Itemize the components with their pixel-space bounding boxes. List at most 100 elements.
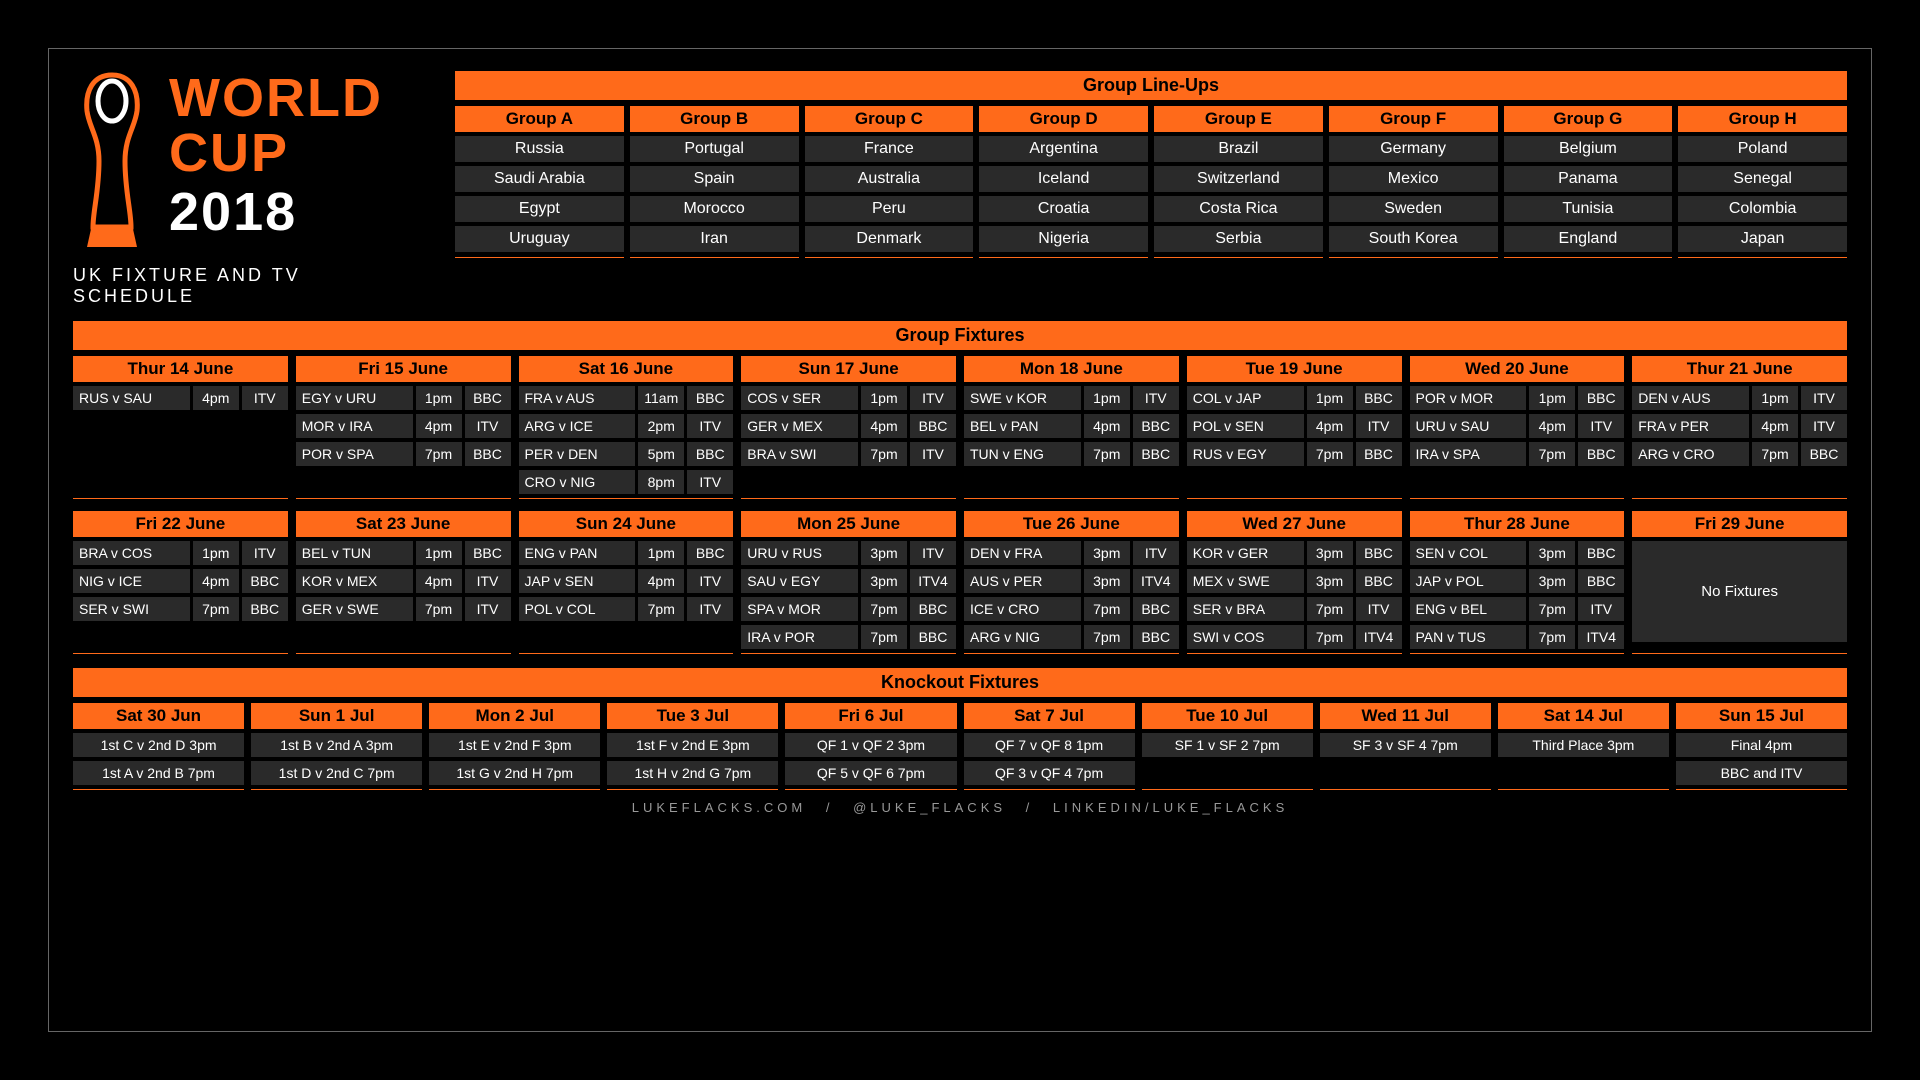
group-column: Group DArgentinaIcelandCroatiaNigeria: [979, 106, 1148, 258]
match-time: 1pm: [1307, 386, 1353, 410]
match-channel: ITV: [1356, 597, 1402, 621]
team-cell: Japan: [1678, 226, 1847, 252]
knockout-match: Final 4pm: [1676, 733, 1847, 757]
match-teams: SPA v MOR: [741, 597, 858, 621]
group-fixtures: Group Fixtures Thur 14 JuneRUS v SAU4pmI…: [73, 321, 1847, 654]
match-teams: ENG v BEL: [1410, 597, 1527, 621]
match-teams: RUS v SAU: [73, 386, 190, 410]
team-cell: France: [805, 136, 974, 162]
day-header: Fri 22 June: [73, 511, 288, 537]
day-header: Sat 23 June: [296, 511, 511, 537]
team-cell: England: [1504, 226, 1673, 252]
match-teams: ARG v ICE: [519, 414, 636, 438]
match-teams: AUS v PER: [964, 569, 1081, 593]
match-teams: FRA v PER: [1632, 414, 1749, 438]
match-teams: GER v SWE: [296, 597, 413, 621]
match-channel: ITV: [1801, 386, 1847, 410]
match-row: POR v MOR1pmBBC: [1410, 386, 1625, 410]
match-time: 1pm: [638, 541, 684, 565]
match-row: GER v SWE7pmITV: [296, 597, 511, 621]
match-channel: BBC: [1356, 541, 1402, 565]
match-row: SEN v COL3pmBBC: [1410, 541, 1625, 565]
day-column: Fri 15 JuneEGY v URU1pmBBCMOR v IRA4pmIT…: [296, 356, 511, 499]
match-channel: BBC: [687, 541, 733, 565]
match-channel: BBC: [687, 442, 733, 466]
team-cell: Senegal: [1678, 166, 1847, 192]
subtitle: UK FIXTURE AND TV SCHEDULE: [73, 265, 429, 307]
match-time: 7pm: [416, 442, 462, 466]
match-row: MOR v IRA4pmITV: [296, 414, 511, 438]
knockout-column: Sat 14 JulThird Place 3pm: [1498, 703, 1669, 790]
match-channel: BBC: [1578, 569, 1624, 593]
match-time: 7pm: [638, 597, 684, 621]
knockout-match: 1st D v 2nd C 7pm: [251, 761, 422, 785]
match-teams: COS v SER: [741, 386, 858, 410]
day-column: Mon 18 JuneSWE v KOR1pmITVBEL v PAN4pmBB…: [964, 356, 1179, 499]
match-time: 4pm: [1752, 414, 1798, 438]
group-header: Group E: [1154, 106, 1323, 132]
match-teams: ARG v NIG: [964, 625, 1081, 649]
group-header: Group B: [630, 106, 799, 132]
team-cell: Croatia: [979, 196, 1148, 222]
match-teams: DEN v AUS: [1632, 386, 1749, 410]
day-header: Thur 14 June: [73, 356, 288, 382]
match-row: ARG v ICE2pmITV: [519, 414, 734, 438]
match-teams: DEN v FRA: [964, 541, 1081, 565]
fixtures-row1: Thur 14 JuneRUS v SAU4pmITVFri 15 JuneEG…: [73, 356, 1847, 499]
match-row: AUS v PER3pmITV4: [964, 569, 1179, 593]
team-cell: Saudi Arabia: [455, 166, 624, 192]
match-time: 3pm: [1084, 569, 1130, 593]
knockout-column: Sat 7 JulQF 7 v QF 8 1pmQF 3 v QF 4 7pm: [964, 703, 1135, 790]
match-teams: SER v BRA: [1187, 597, 1304, 621]
match-row: ICE v CRO7pmBBC: [964, 597, 1179, 621]
knockout-match: Third Place 3pm: [1498, 733, 1669, 757]
day-header: Sun 24 June: [519, 511, 734, 537]
match-time: 11am: [638, 386, 684, 410]
match-row: BEL v TUN1pmBBC: [296, 541, 511, 565]
match-teams: POL v COL: [519, 597, 636, 621]
match-row: URU v SAU4pmITV: [1410, 414, 1625, 438]
match-teams: ARG v CRO: [1632, 442, 1749, 466]
match-channel: BBC: [465, 442, 511, 466]
match-row: KOR v GER3pmBBC: [1187, 541, 1402, 565]
match-time: 7pm: [1084, 442, 1130, 466]
match-time: 2pm: [638, 414, 684, 438]
match-time: 1pm: [1752, 386, 1798, 410]
match-teams: URU v RUS: [741, 541, 858, 565]
match-channel: ITV4: [1133, 569, 1179, 593]
knockout-day-header: Sat 30 Jun: [73, 703, 244, 729]
footer: LUKEFLACKS.COM / @LUKE_FLACKS / LINKEDIN…: [73, 800, 1847, 815]
team-cell: Egypt: [455, 196, 624, 222]
match-channel: BBC: [1133, 442, 1179, 466]
match-channel: BBC: [1133, 414, 1179, 438]
match-teams: RUS v EGY: [1187, 442, 1304, 466]
group-column: Group FGermanyMexicoSwedenSouth Korea: [1329, 106, 1498, 258]
match-time: 7pm: [1529, 442, 1575, 466]
knockout-match: 1st C v 2nd D 3pm: [73, 733, 244, 757]
match-time: 4pm: [193, 386, 239, 410]
match-teams: ENG v PAN: [519, 541, 636, 565]
match-teams: ICE v CRO: [964, 597, 1081, 621]
match-row: EGY v URU1pmBBC: [296, 386, 511, 410]
match-teams: IRA v SPA: [1410, 442, 1527, 466]
knockout-day-header: Sat 7 Jul: [964, 703, 1135, 729]
knockout-match: QF 1 v QF 2 3pm: [785, 733, 956, 757]
match-teams: PER v DEN: [519, 442, 636, 466]
team-cell: Spain: [630, 166, 799, 192]
knockout-day-header: Tue 3 Jul: [607, 703, 778, 729]
title-world: WORLD: [169, 71, 383, 126]
match-row: CRO v NIG8pmITV: [519, 470, 734, 494]
match-channel: BBC: [1578, 386, 1624, 410]
day-column: Sun 17 JuneCOS v SER1pmITVGER v MEX4pmBB…: [741, 356, 956, 499]
match-row: JAP v SEN4pmITV: [519, 569, 734, 593]
match-channel: ITV: [465, 597, 511, 621]
team-cell: Tunisia: [1504, 196, 1673, 222]
match-channel: BBC: [1356, 442, 1402, 466]
trophy-icon: [73, 71, 151, 251]
group-column: Group HPolandSenegalColombiaJapan: [1678, 106, 1847, 258]
match-time: 4pm: [416, 414, 462, 438]
day-column: Tue 19 JuneCOL v JAP1pmBBCPOL v SEN4pmIT…: [1187, 356, 1402, 499]
match-teams: SEN v COL: [1410, 541, 1527, 565]
day-header: Wed 20 June: [1410, 356, 1625, 382]
match-teams: BRA v COS: [73, 541, 190, 565]
